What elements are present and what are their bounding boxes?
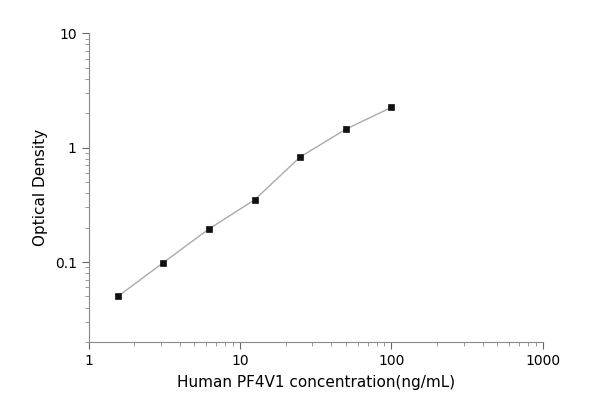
Y-axis label: Optical Density: Optical Density	[33, 129, 48, 246]
X-axis label: Human PF4V1 concentration(ng/mL): Human PF4V1 concentration(ng/mL)	[176, 375, 455, 390]
